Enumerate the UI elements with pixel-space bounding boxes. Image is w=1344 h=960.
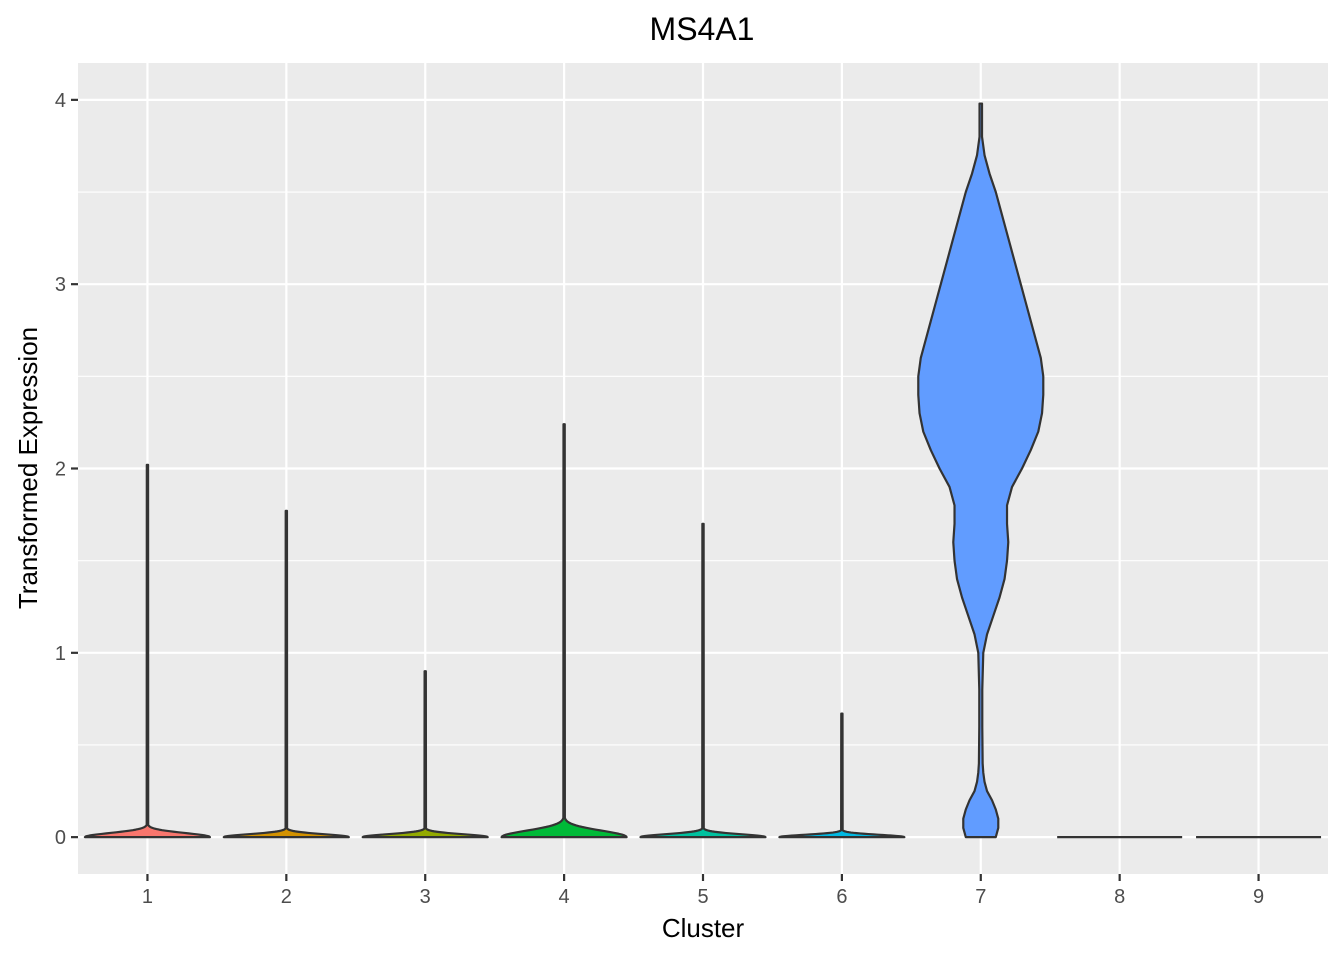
violin-cluster-5	[639, 522, 767, 839]
violin-cluster-6	[778, 712, 906, 839]
y-axis: 0 1 2 3 4	[55, 90, 78, 849]
x-axis: 1 2 3 4 5 6 7 8 9	[142, 874, 1264, 908]
x-tick-label: 2	[281, 886, 292, 908]
x-tick-label: 9	[1253, 886, 1264, 908]
x-axis-title: Cluster	[662, 913, 745, 943]
y-tick-label: 0	[55, 827, 66, 849]
y-tick-label: 2	[55, 459, 66, 481]
violin-cluster-4	[500, 423, 628, 839]
x-tick-label: 7	[975, 886, 986, 908]
x-tick-label: 6	[836, 886, 847, 908]
y-tick-label: 4	[55, 90, 66, 112]
y-tick-label: 1	[55, 643, 66, 665]
x-tick-label: 8	[1114, 886, 1125, 908]
x-tick-label: 5	[697, 886, 708, 908]
violin-cluster-3	[361, 670, 489, 839]
violin-cluster-1	[83, 463, 212, 839]
violin-cluster-2	[222, 509, 350, 839]
violins	[83, 102, 1322, 839]
x-tick-label: 1	[142, 886, 153, 908]
y-tick-label: 3	[55, 274, 66, 296]
violin-cluster-7	[917, 102, 1045, 839]
x-tick-label: 4	[559, 886, 570, 908]
chart-title: MS4A1	[650, 11, 755, 47]
y-axis-title: Transformed Expression	[13, 327, 43, 609]
x-tick-label: 3	[420, 886, 431, 908]
